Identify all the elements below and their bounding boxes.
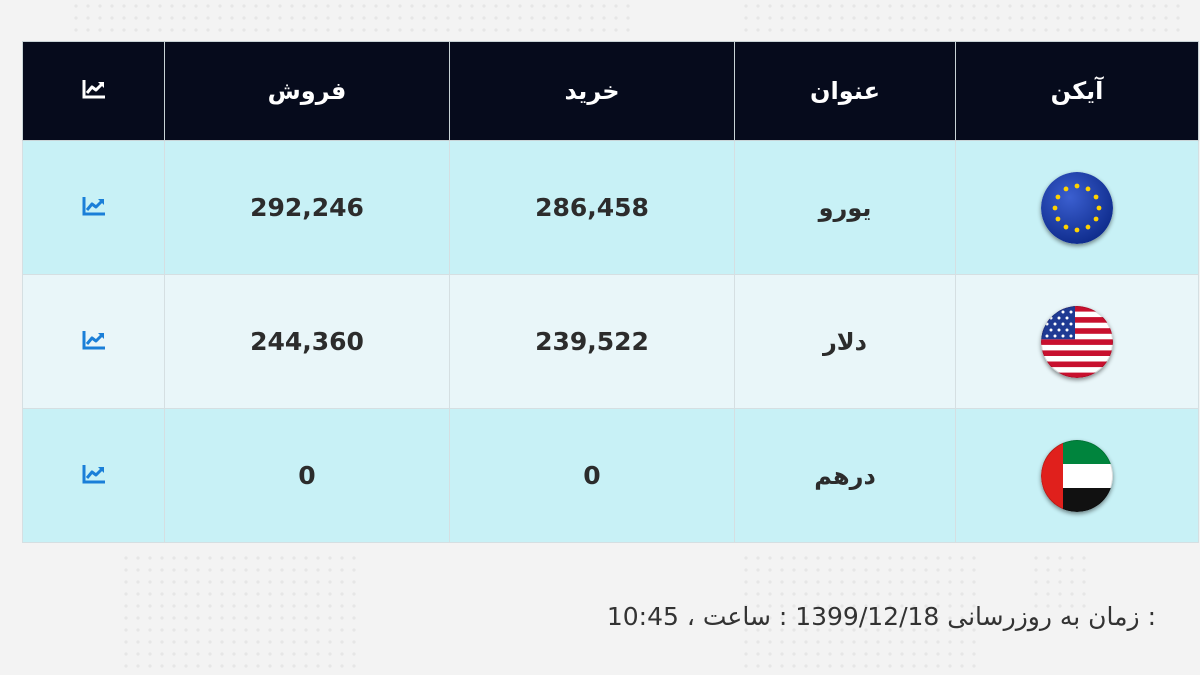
cell-sell: 0 xyxy=(164,408,450,543)
chart-line-icon xyxy=(81,78,107,106)
cell-chart xyxy=(22,140,165,275)
buy-value: 239,522 xyxy=(535,327,649,356)
update-label: زمان به روزرسانی : xyxy=(947,602,1156,631)
header-chart xyxy=(22,41,165,141)
chart-line-icon[interactable] xyxy=(81,328,107,357)
cell-buy: 286,458 xyxy=(449,140,735,275)
last-update-text: زمان به روزرسانی : 1399/12/18 ، ساعت : 1… xyxy=(607,602,1156,631)
sell-value: 244,360 xyxy=(250,327,364,356)
update-date: 1399/12/18 xyxy=(795,602,940,631)
cell-buy: 239,522 xyxy=(449,274,735,409)
currency-rate-table: آیکن عنوان خرید فروش xyxy=(22,41,1199,543)
buy-value: 286,458 xyxy=(535,193,649,222)
sell-value: 292,246 xyxy=(250,193,364,222)
cell-sell: 244,360 xyxy=(164,274,450,409)
header-title: عنوان xyxy=(734,41,956,141)
chart-line-icon[interactable] xyxy=(81,462,107,491)
cell-title: دلار xyxy=(734,274,956,409)
table-row-dirham: درهم 0 0 xyxy=(22,408,1199,543)
background-dot-pattern xyxy=(70,0,630,40)
cell-sell: 292,246 xyxy=(164,140,450,275)
cell-title: یورو xyxy=(734,140,956,275)
table-row-dollar: دلار 239,522 244,360 xyxy=(22,274,1199,409)
update-separator: ، ساعت : xyxy=(686,602,788,631)
update-time: 10:45 xyxy=(606,602,679,631)
eu-flag-icon xyxy=(1041,171,1113,244)
background-dot-pattern xyxy=(740,552,980,675)
buy-value: 0 xyxy=(583,461,601,490)
sell-value: 0 xyxy=(298,461,316,490)
cell-chart xyxy=(22,408,165,543)
background-dot-pattern xyxy=(740,0,1180,40)
cell-buy: 0 xyxy=(449,408,735,543)
cell-icon xyxy=(955,274,1199,409)
cell-icon xyxy=(955,140,1199,275)
chart-line-icon[interactable] xyxy=(81,194,107,223)
header-icon: آیکن xyxy=(955,41,1199,141)
background-dot-pattern xyxy=(120,552,360,675)
cell-icon xyxy=(955,408,1199,543)
cell-title: درهم xyxy=(734,408,956,543)
header-sell: فروش xyxy=(164,41,450,141)
background-dot-pattern xyxy=(1030,552,1090,612)
table-row-euro: یورو 286,458 292,246 xyxy=(22,140,1199,275)
header-buy: خرید xyxy=(449,41,735,141)
cell-chart xyxy=(22,274,165,409)
uae-flag-icon xyxy=(1041,439,1113,512)
table-header-row: آیکن عنوان خرید فروش xyxy=(22,41,1199,141)
us-flag-icon xyxy=(1041,305,1113,378)
